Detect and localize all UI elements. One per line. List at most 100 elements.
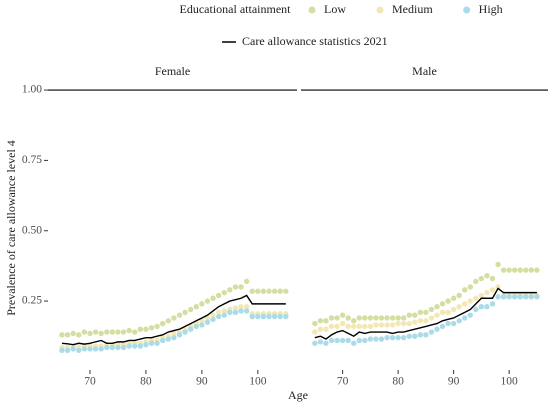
point bbox=[328, 337, 335, 344]
point bbox=[417, 309, 424, 316]
point bbox=[81, 346, 88, 352]
point bbox=[511, 267, 518, 273]
point bbox=[92, 329, 99, 335]
point bbox=[76, 332, 82, 338]
point bbox=[478, 292, 485, 299]
point bbox=[137, 326, 144, 332]
point bbox=[334, 315, 340, 321]
x-tick-label: 80 bbox=[392, 376, 404, 388]
point bbox=[204, 315, 211, 321]
point bbox=[439, 301, 446, 307]
point bbox=[182, 309, 188, 316]
point bbox=[221, 312, 227, 318]
point bbox=[339, 312, 346, 318]
point bbox=[367, 323, 374, 330]
point bbox=[417, 318, 424, 324]
point bbox=[210, 295, 216, 301]
point bbox=[98, 346, 104, 352]
point bbox=[423, 309, 429, 316]
point bbox=[351, 340, 357, 346]
point bbox=[473, 278, 479, 285]
point bbox=[434, 326, 440, 332]
legend-label: Medium bbox=[392, 2, 433, 16]
point bbox=[484, 273, 490, 279]
point bbox=[160, 320, 166, 327]
point bbox=[400, 315, 407, 321]
point bbox=[204, 319, 211, 325]
point bbox=[528, 294, 535, 300]
point bbox=[478, 275, 485, 282]
point bbox=[395, 334, 401, 341]
point bbox=[115, 329, 121, 335]
point bbox=[126, 343, 132, 349]
point bbox=[143, 341, 149, 348]
point bbox=[384, 315, 390, 321]
point bbox=[193, 303, 199, 310]
y-axis-label: Prevalence of care allowance level 4 bbox=[4, 140, 18, 316]
point bbox=[317, 318, 324, 324]
point bbox=[232, 309, 239, 316]
point bbox=[412, 333, 418, 339]
point bbox=[317, 326, 324, 332]
point bbox=[489, 275, 496, 282]
point bbox=[378, 336, 385, 342]
x-tick-label: 90 bbox=[196, 376, 208, 388]
point bbox=[255, 313, 261, 320]
point bbox=[423, 318, 429, 324]
point bbox=[64, 347, 71, 354]
point bbox=[243, 303, 250, 310]
point bbox=[277, 288, 283, 294]
point bbox=[362, 323, 368, 330]
point bbox=[428, 306, 435, 313]
y-tick-label: 0.50 bbox=[22, 224, 42, 236]
point bbox=[417, 332, 424, 338]
point bbox=[450, 320, 457, 327]
point bbox=[362, 337, 368, 344]
point bbox=[445, 298, 451, 304]
point bbox=[423, 332, 429, 338]
point bbox=[478, 303, 485, 310]
point bbox=[221, 308, 227, 314]
point bbox=[312, 320, 318, 327]
point bbox=[171, 330, 177, 337]
point bbox=[271, 288, 278, 294]
point bbox=[450, 295, 457, 301]
point bbox=[137, 343, 144, 349]
facet-label: Male bbox=[412, 64, 437, 78]
point bbox=[362, 315, 368, 321]
line bbox=[61, 294, 286, 346]
point bbox=[445, 320, 451, 327]
point bbox=[439, 309, 446, 316]
point bbox=[373, 336, 379, 342]
y-tick-label: 0.25 bbox=[22, 295, 42, 307]
point bbox=[317, 339, 324, 345]
point bbox=[528, 267, 535, 273]
point bbox=[378, 315, 385, 321]
point bbox=[406, 333, 412, 339]
point bbox=[227, 309, 233, 316]
point bbox=[345, 315, 351, 321]
legend-swatch bbox=[376, 6, 384, 14]
point bbox=[351, 318, 357, 324]
point bbox=[148, 340, 155, 346]
point bbox=[373, 322, 379, 328]
point bbox=[456, 318, 462, 324]
point bbox=[92, 346, 99, 352]
point bbox=[400, 334, 407, 341]
point bbox=[283, 313, 289, 320]
point bbox=[154, 340, 160, 346]
point bbox=[384, 334, 390, 341]
facet-label: Female bbox=[155, 64, 190, 78]
point bbox=[215, 313, 222, 320]
point bbox=[523, 294, 529, 300]
point bbox=[395, 315, 401, 321]
legend-label: Low bbox=[324, 2, 346, 16]
point bbox=[439, 323, 446, 330]
point bbox=[238, 284, 244, 290]
legend-title: Educational attainment bbox=[180, 2, 292, 16]
point bbox=[462, 301, 468, 307]
point bbox=[389, 334, 396, 341]
point bbox=[456, 303, 462, 310]
point bbox=[412, 312, 418, 318]
point bbox=[367, 336, 374, 342]
